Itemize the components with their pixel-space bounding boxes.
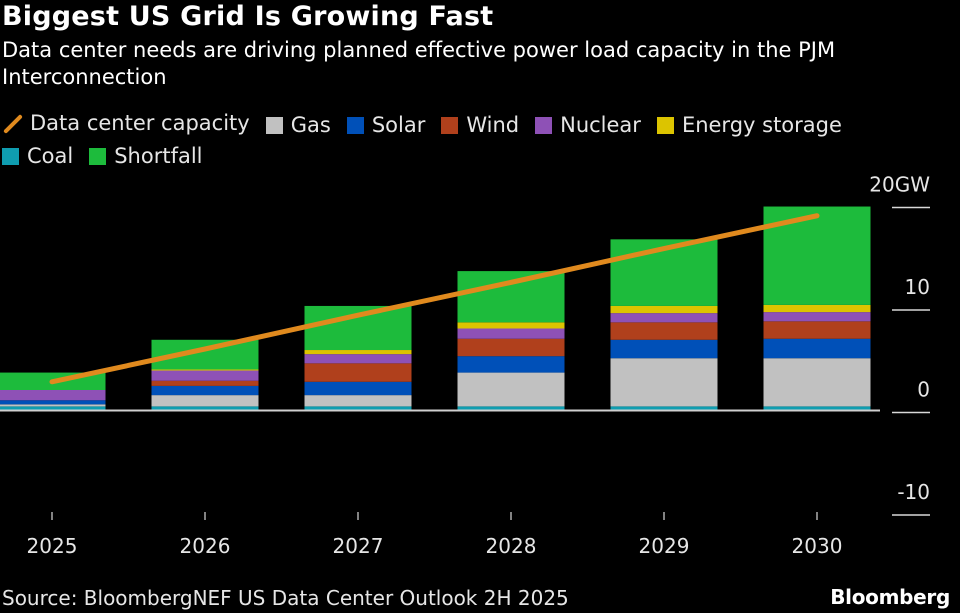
x-tick-label: 2026	[180, 534, 231, 558]
bar-segment-nuclear-2026	[151, 370, 259, 381]
y-tick-label: 20GW	[869, 173, 930, 197]
x-tick-label: 2027	[333, 534, 384, 558]
bar-segment-nuclear-2028	[457, 328, 565, 339]
line-swatch-icon	[2, 114, 22, 134]
bar-segment-solar-2026	[151, 385, 259, 396]
bar-segment-wind-2026	[151, 380, 259, 386]
bar-segment-coal-2029	[610, 406, 718, 411]
bar-segment-solar-2025	[0, 400, 106, 405]
legend-item-shortfall: Shortfall	[89, 142, 203, 171]
bar-segment-storage-2030	[763, 304, 871, 313]
y-tick-label: -10	[897, 480, 930, 504]
bar-segment-solar-2029	[610, 339, 718, 359]
bar-segment-gas-2028	[457, 372, 565, 407]
legend-item-coal: Coal	[2, 142, 73, 171]
bar-segment-wind-2027	[304, 363, 412, 382]
bar-segment-nuclear-2029	[610, 313, 718, 323]
bar-segment-solar-2030	[763, 338, 871, 359]
source-note: Source: BloombergNEF US Data Center Outl…	[2, 586, 569, 610]
color-swatch-icon	[656, 116, 674, 134]
y-tick-label: 10	[905, 275, 930, 299]
line-data-center-capacity	[49, 213, 820, 385]
color-swatch-icon	[2, 147, 19, 165]
bar-segment-wind-2030	[763, 321, 871, 339]
bar-segment-wind-2029	[610, 322, 718, 340]
bar-segment-gas-2030	[763, 358, 871, 407]
color-swatch-icon	[346, 116, 364, 134]
bar-segment-storage-2026	[151, 369, 259, 371]
bar-segment-gas-2029	[610, 358, 718, 407]
legend-label: Gas	[290, 112, 331, 137]
x-tick-label: 2028	[486, 534, 537, 558]
bar-segment-nuclear-2030	[763, 312, 871, 322]
y-tick-label: 0	[917, 378, 930, 402]
bar-segment-coal-2026	[151, 406, 259, 411]
legend: Data center capacity Gas Solar Wind Nuclear E…	[2, 109, 902, 173]
color-swatch-icon	[89, 147, 107, 165]
legend-label: Solar	[371, 112, 426, 137]
bar-segment-coal-2028	[457, 406, 565, 411]
bar-segment-wind-2028	[457, 338, 565, 357]
legend-item-storage: Energy storage	[656, 111, 842, 140]
bar-segment-gas-2027	[304, 395, 412, 407]
stacked-bar-chart: 20GW 10 0 -10 2025 2026 2027 2028 2029 2030	[0, 173, 930, 558]
chart-title: Biggest US Grid Is Growing Fast	[2, 1, 494, 32]
bar-segment-shortfall-2028	[457, 271, 565, 323]
bar-segment-coal-2030	[763, 406, 871, 411]
bar-segment-coal-2027	[304, 406, 412, 411]
legend-item-gas: Gas	[265, 111, 331, 140]
bar-segment-nuclear-2027	[304, 354, 412, 364]
legend-label: Energy storage	[681, 112, 842, 137]
bar-segment-gas-2025	[0, 404, 106, 407]
bar-segment-solar-2028	[457, 356, 565, 373]
color-swatch-icon	[535, 116, 553, 134]
x-tick-label: 2030	[792, 534, 843, 558]
legend-item-datacenter: Data center capacity	[2, 109, 250, 138]
legend-item-nuclear: Nuclear	[535, 111, 641, 140]
legend-label: Wind	[466, 112, 520, 137]
legend-label: Coal	[27, 143, 74, 168]
legend-item-solar: Solar	[346, 111, 426, 140]
legend-label: Data center capacity	[30, 111, 250, 135]
bar-segment-gas-2026	[151, 395, 259, 407]
x-tick-label: 2025	[27, 534, 78, 558]
bar-segment-shortfall-2027	[304, 305, 412, 351]
legend-label: Nuclear	[560, 112, 641, 137]
color-swatch-icon	[441, 116, 459, 134]
x-tick-label: 2029	[639, 534, 690, 558]
bar-segment-solar-2027	[304, 381, 412, 396]
bar-segment-nuclear-2025	[0, 390, 106, 401]
bar-segment-storage-2027	[304, 350, 412, 355]
bloomberg-logo: Bloomberg	[830, 585, 950, 609]
bar-segment-storage-2028	[457, 322, 565, 329]
legend-item-wind: Wind	[441, 111, 519, 140]
chart-subtitle: Data center needs are driving planned ef…	[2, 38, 836, 89]
bar-segment-coal-2025	[0, 406, 106, 411]
color-swatch-icon	[265, 116, 283, 134]
legend-label: Shortfall	[114, 143, 203, 168]
bar-segment-storage-2029	[610, 305, 718, 314]
